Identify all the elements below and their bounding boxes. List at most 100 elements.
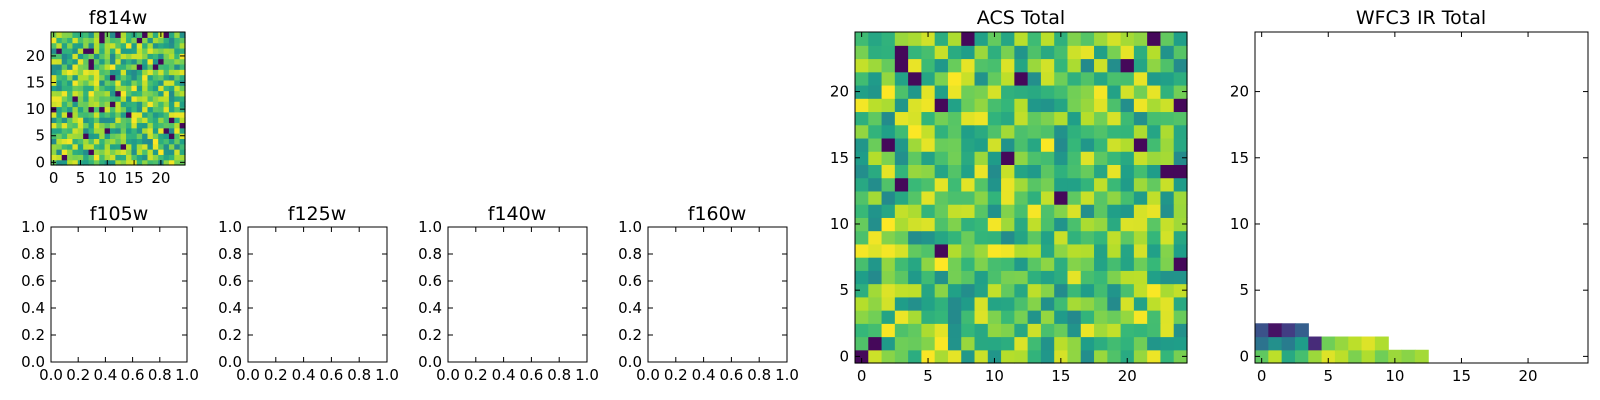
x-tick-label: 20 [151, 169, 170, 187]
heatmap-cell [56, 149, 63, 155]
heatmap-cell [881, 124, 896, 139]
heatmap-cell [83, 95, 90, 102]
heatmap-cell [1107, 243, 1122, 258]
heatmap-cell [1080, 270, 1095, 285]
heatmap-cell [1133, 349, 1148, 364]
heatmap-cell [126, 58, 132, 65]
heatmap-cell [974, 257, 989, 271]
heatmap-cell [131, 101, 138, 108]
heatmap-cell [1080, 111, 1095, 126]
heatmap-cell [136, 127, 143, 134]
y-tick-label: 0.0 [418, 353, 442, 371]
heatmap-cell [136, 42, 143, 49]
heatmap-cell [1107, 310, 1122, 324]
heatmap-cell [56, 159, 63, 166]
heatmap-cell [934, 204, 949, 218]
heatmap-cell [1107, 84, 1122, 99]
heatmap-cell [1133, 32, 1148, 46]
heatmap-cell [126, 133, 132, 139]
heatmap-cell [61, 63, 68, 70]
heatmap-cell [881, 111, 896, 126]
heatmap-cell [142, 74, 149, 81]
x-tick-label: 0.6 [319, 366, 343, 384]
heatmap-cell [1027, 111, 1042, 126]
heatmap-cell [1014, 336, 1029, 351]
heatmap-cell [1001, 296, 1015, 311]
heatmap-cell [908, 336, 922, 351]
heatmap-cell [894, 336, 909, 351]
heatmap-cell [83, 133, 90, 139]
y-tick-label: 20 [1230, 83, 1249, 101]
heatmap-cell [1014, 32, 1029, 46]
heatmap-cell [158, 85, 165, 92]
heatmap-cell [99, 127, 106, 134]
y-tick-label: 1.0 [21, 218, 45, 236]
heatmap-cell [1054, 230, 1069, 245]
heatmap-cell [61, 143, 68, 150]
heatmap-cell [961, 323, 976, 338]
heatmap-cell [163, 127, 170, 134]
heatmap-cell [158, 63, 165, 70]
heatmap-cell [115, 127, 122, 134]
heatmap-cell [1120, 336, 1135, 351]
heatmap-cell [868, 71, 883, 86]
heatmap-cell [174, 159, 181, 166]
heatmap-cell [152, 127, 159, 134]
heatmap-cell [83, 122, 90, 129]
heatmap-cell [1040, 270, 1055, 285]
heatmap-cell [99, 111, 106, 118]
y-tick-label: 0.4 [618, 299, 642, 317]
heatmap-cell [72, 42, 79, 49]
heatmap-cell [56, 143, 63, 150]
heatmap-cell [1120, 217, 1135, 232]
heatmap-cell [1067, 32, 1082, 46]
heatmap-cell [1054, 177, 1069, 192]
heatmap-cell [109, 117, 116, 124]
heatmap-cell [1160, 190, 1175, 205]
heatmap-cell [77, 143, 84, 150]
heatmap-cell [1014, 204, 1029, 218]
heatmap-cell [934, 58, 949, 73]
heatmap-cell [1094, 164, 1108, 179]
heatmap-cell [908, 257, 922, 271]
heatmap-cell [142, 149, 149, 155]
heatmap-cell [126, 53, 132, 60]
heatmap-cell [136, 69, 143, 76]
heatmap-cell [1014, 45, 1029, 60]
heatmap-cell [67, 106, 74, 113]
heatmap-cell [1107, 164, 1122, 179]
x-tick-label: 0.8 [547, 366, 571, 384]
heatmap-cell [1054, 296, 1069, 311]
heatmap-cell [894, 323, 909, 338]
heatmap-cell [1147, 32, 1162, 46]
heatmap-cell [88, 143, 95, 150]
heatmap-cell [179, 117, 186, 124]
heatmap-cell [1173, 204, 1188, 218]
x-tick-label: 5 [76, 169, 86, 187]
heatmap-cell [120, 143, 127, 150]
heatmap-cell [77, 85, 84, 92]
heatmap-cell [1147, 204, 1162, 218]
heatmap-cell [67, 111, 74, 118]
heatmap-cell [131, 149, 138, 155]
heatmap-cell [61, 90, 68, 97]
heatmap-cell [1107, 336, 1122, 351]
x-tick-label: 0.2 [66, 366, 90, 384]
heatmap-cell [131, 69, 138, 76]
heatmap-cell [147, 127, 154, 134]
heatmap-cell [921, 217, 936, 232]
heatmap-cell [131, 154, 138, 161]
heatmap-cell [1173, 190, 1188, 205]
heatmap-cell [1014, 151, 1029, 165]
heatmap-cell [104, 117, 111, 124]
x-tick-label: 0.0 [636, 366, 660, 384]
heatmap-cell [93, 37, 100, 44]
heatmap-cell [174, 101, 181, 108]
heatmap-cell [1027, 283, 1042, 298]
heatmap-cell [158, 95, 165, 102]
heatmap-cell [168, 127, 175, 134]
heatmap-cell [158, 69, 165, 76]
heatmap-cell [934, 98, 949, 113]
heatmap-cell [1040, 217, 1055, 232]
heatmap-cell [1040, 164, 1055, 179]
